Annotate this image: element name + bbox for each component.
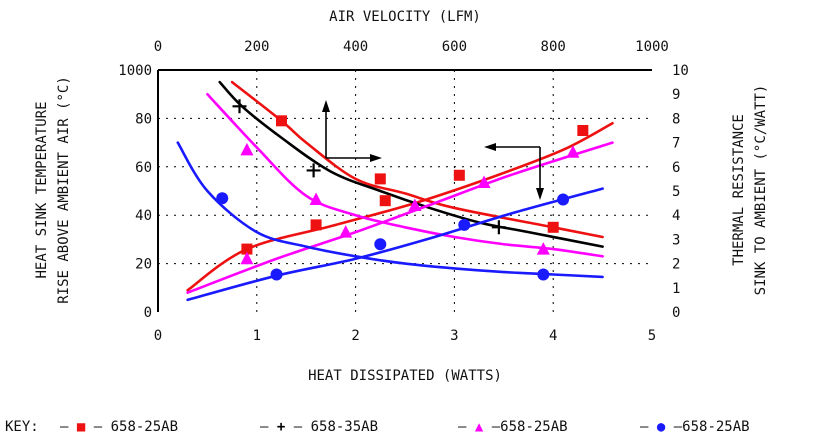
- arrow-up-head: [322, 100, 330, 112]
- legend-title: KEY:: [5, 419, 39, 435]
- top-axis-label: AIR VELOCITY (LFM): [329, 9, 481, 25]
- legend-marker-glyph: ▲: [475, 419, 484, 435]
- x2-tick-label: 600: [442, 39, 467, 55]
- series-magenta-resistance-line: [206, 92, 604, 258]
- series-blue-temperature-point: [374, 238, 387, 251]
- y2-tick-label: 9: [672, 87, 680, 103]
- y2-tick-label: 1: [672, 281, 680, 297]
- series-blue-resistance-point: [537, 268, 550, 281]
- legend-entry-2: — + — 658-35AB: [260, 419, 378, 435]
- series-red-resistance-point: [374, 173, 386, 185]
- y-axis-label-line1: HEAT SINK TEMPERATURE: [34, 101, 50, 278]
- y2-tick-label: 8: [672, 111, 680, 127]
- y-tick-label: 60: [135, 160, 152, 176]
- legend-entry-4: — ● —658-25AB: [640, 419, 750, 435]
- y-tick-label: 20: [135, 257, 152, 273]
- arrow-down-head: [536, 188, 544, 200]
- x-tick-label: 0: [154, 328, 162, 344]
- series-curves: [176, 80, 614, 302]
- series-black-resistance-line: [218, 80, 604, 248]
- x-axis-label: HEAT DISSIPATED (WATTS): [308, 368, 502, 384]
- legend-marker-glyph: ■: [77, 419, 86, 435]
- y-tick-label: 80: [135, 111, 152, 127]
- series-magenta-resistance-point: [536, 242, 550, 255]
- series-blue-resistance-line: [176, 141, 604, 279]
- y2-tick-label: 7: [672, 136, 680, 152]
- y2-tick-label: 10: [672, 63, 689, 79]
- legend-label-text: —: [60, 419, 77, 435]
- x-tick-label: 4: [549, 328, 557, 344]
- series-red-resistance-line: [230, 80, 604, 239]
- series-markers: [216, 99, 589, 281]
- legend-label-text: — 658-35AB: [285, 419, 378, 435]
- legend-marker-glyph: +: [277, 419, 285, 435]
- series-red-temperature-point: [241, 243, 253, 255]
- x2-tick-label: 200: [244, 39, 269, 55]
- y2-axis-label-line1: THERMAL RESISTANCE: [731, 114, 747, 266]
- series-red-resistance-point: [547, 221, 559, 233]
- arrow-right-head: [370, 154, 382, 162]
- series-blue-temperature-point: [458, 218, 471, 231]
- y-axis-label-line2: RISE ABOVE AMBIENT AIR (°C): [56, 76, 72, 304]
- y2-tick-label: 6: [672, 160, 680, 176]
- series-magenta-temperature-point: [339, 225, 353, 238]
- legend-marker-glyph: ●: [657, 419, 666, 435]
- legend-label-text: —: [640, 419, 657, 435]
- series-red-resistance-point: [276, 115, 287, 127]
- legend-label-text: —: [260, 419, 277, 435]
- series-magenta-temperature-point: [566, 145, 580, 158]
- series-red-temperature-point: [379, 195, 391, 207]
- series-magenta-resistance-point: [240, 142, 254, 156]
- series-magenta-temperature-point: [477, 175, 491, 189]
- arrow-left-head: [484, 143, 496, 151]
- legend-entry-3: — ▲ —658-25AB: [458, 419, 568, 435]
- series-red-temperature-point: [310, 219, 322, 231]
- axes: [157, 69, 652, 312]
- series-blue-temperature-point: [270, 268, 283, 281]
- axis-arrows: [322, 100, 544, 200]
- y2-tick-label: 2: [672, 257, 680, 273]
- y2-axis-label-line2: SINK TO AMBIENT (°C/WATT): [753, 85, 769, 296]
- y2-tick-label: 0: [672, 305, 680, 321]
- y2-tick-label: 3: [672, 232, 680, 248]
- x2-tick-label: 400: [343, 39, 368, 55]
- series-blue-temperature-point: [557, 193, 570, 206]
- x-tick-label: 5: [648, 328, 656, 344]
- x-tick-label: 2: [351, 328, 359, 344]
- x2-tick-label: 800: [541, 39, 566, 55]
- y2-tick-label: 5: [672, 184, 680, 200]
- series-magenta-temperature-point: [408, 198, 422, 212]
- legend-label-text: —: [458, 419, 475, 435]
- legend: KEY: — ■ — 658-25AB — + — 658-35AB — ▲ —65…: [5, 419, 750, 435]
- y-tick-label: 40: [135, 208, 152, 224]
- y2-tick-label: 4: [672, 208, 680, 224]
- y-tick-label: 1000: [118, 63, 152, 79]
- series-black-resistance-point: [491, 220, 506, 235]
- legend-label-text: — 658-25AB: [85, 419, 178, 435]
- series-magenta-temperature-point: [240, 251, 254, 265]
- legend-entry-1: — ■ — 658-25AB: [60, 419, 178, 435]
- x2-tick-label: 1000: [635, 39, 669, 55]
- y-tick-label: 0: [144, 305, 152, 321]
- x-tick-label: 1: [253, 328, 261, 344]
- series-magenta-temperature-line: [186, 141, 614, 294]
- series-red-temperature-point: [577, 125, 589, 136]
- series-red-temperature-line: [186, 121, 614, 292]
- series-red-temperature-point: [453, 169, 465, 181]
- series-blue-resistance-point: [216, 192, 229, 205]
- series-black-resistance-point: [306, 163, 321, 178]
- legend-label-text: —658-25AB: [483, 419, 567, 435]
- series-blue-temperature-line: [186, 187, 604, 302]
- x2-tick-label: 0: [154, 39, 162, 55]
- series-magenta-resistance-point: [309, 192, 323, 205]
- x-tick-label: 3: [450, 328, 458, 344]
- legend-label-text: —658-25AB: [665, 419, 749, 435]
- series-black-resistance-point: [232, 99, 247, 114]
